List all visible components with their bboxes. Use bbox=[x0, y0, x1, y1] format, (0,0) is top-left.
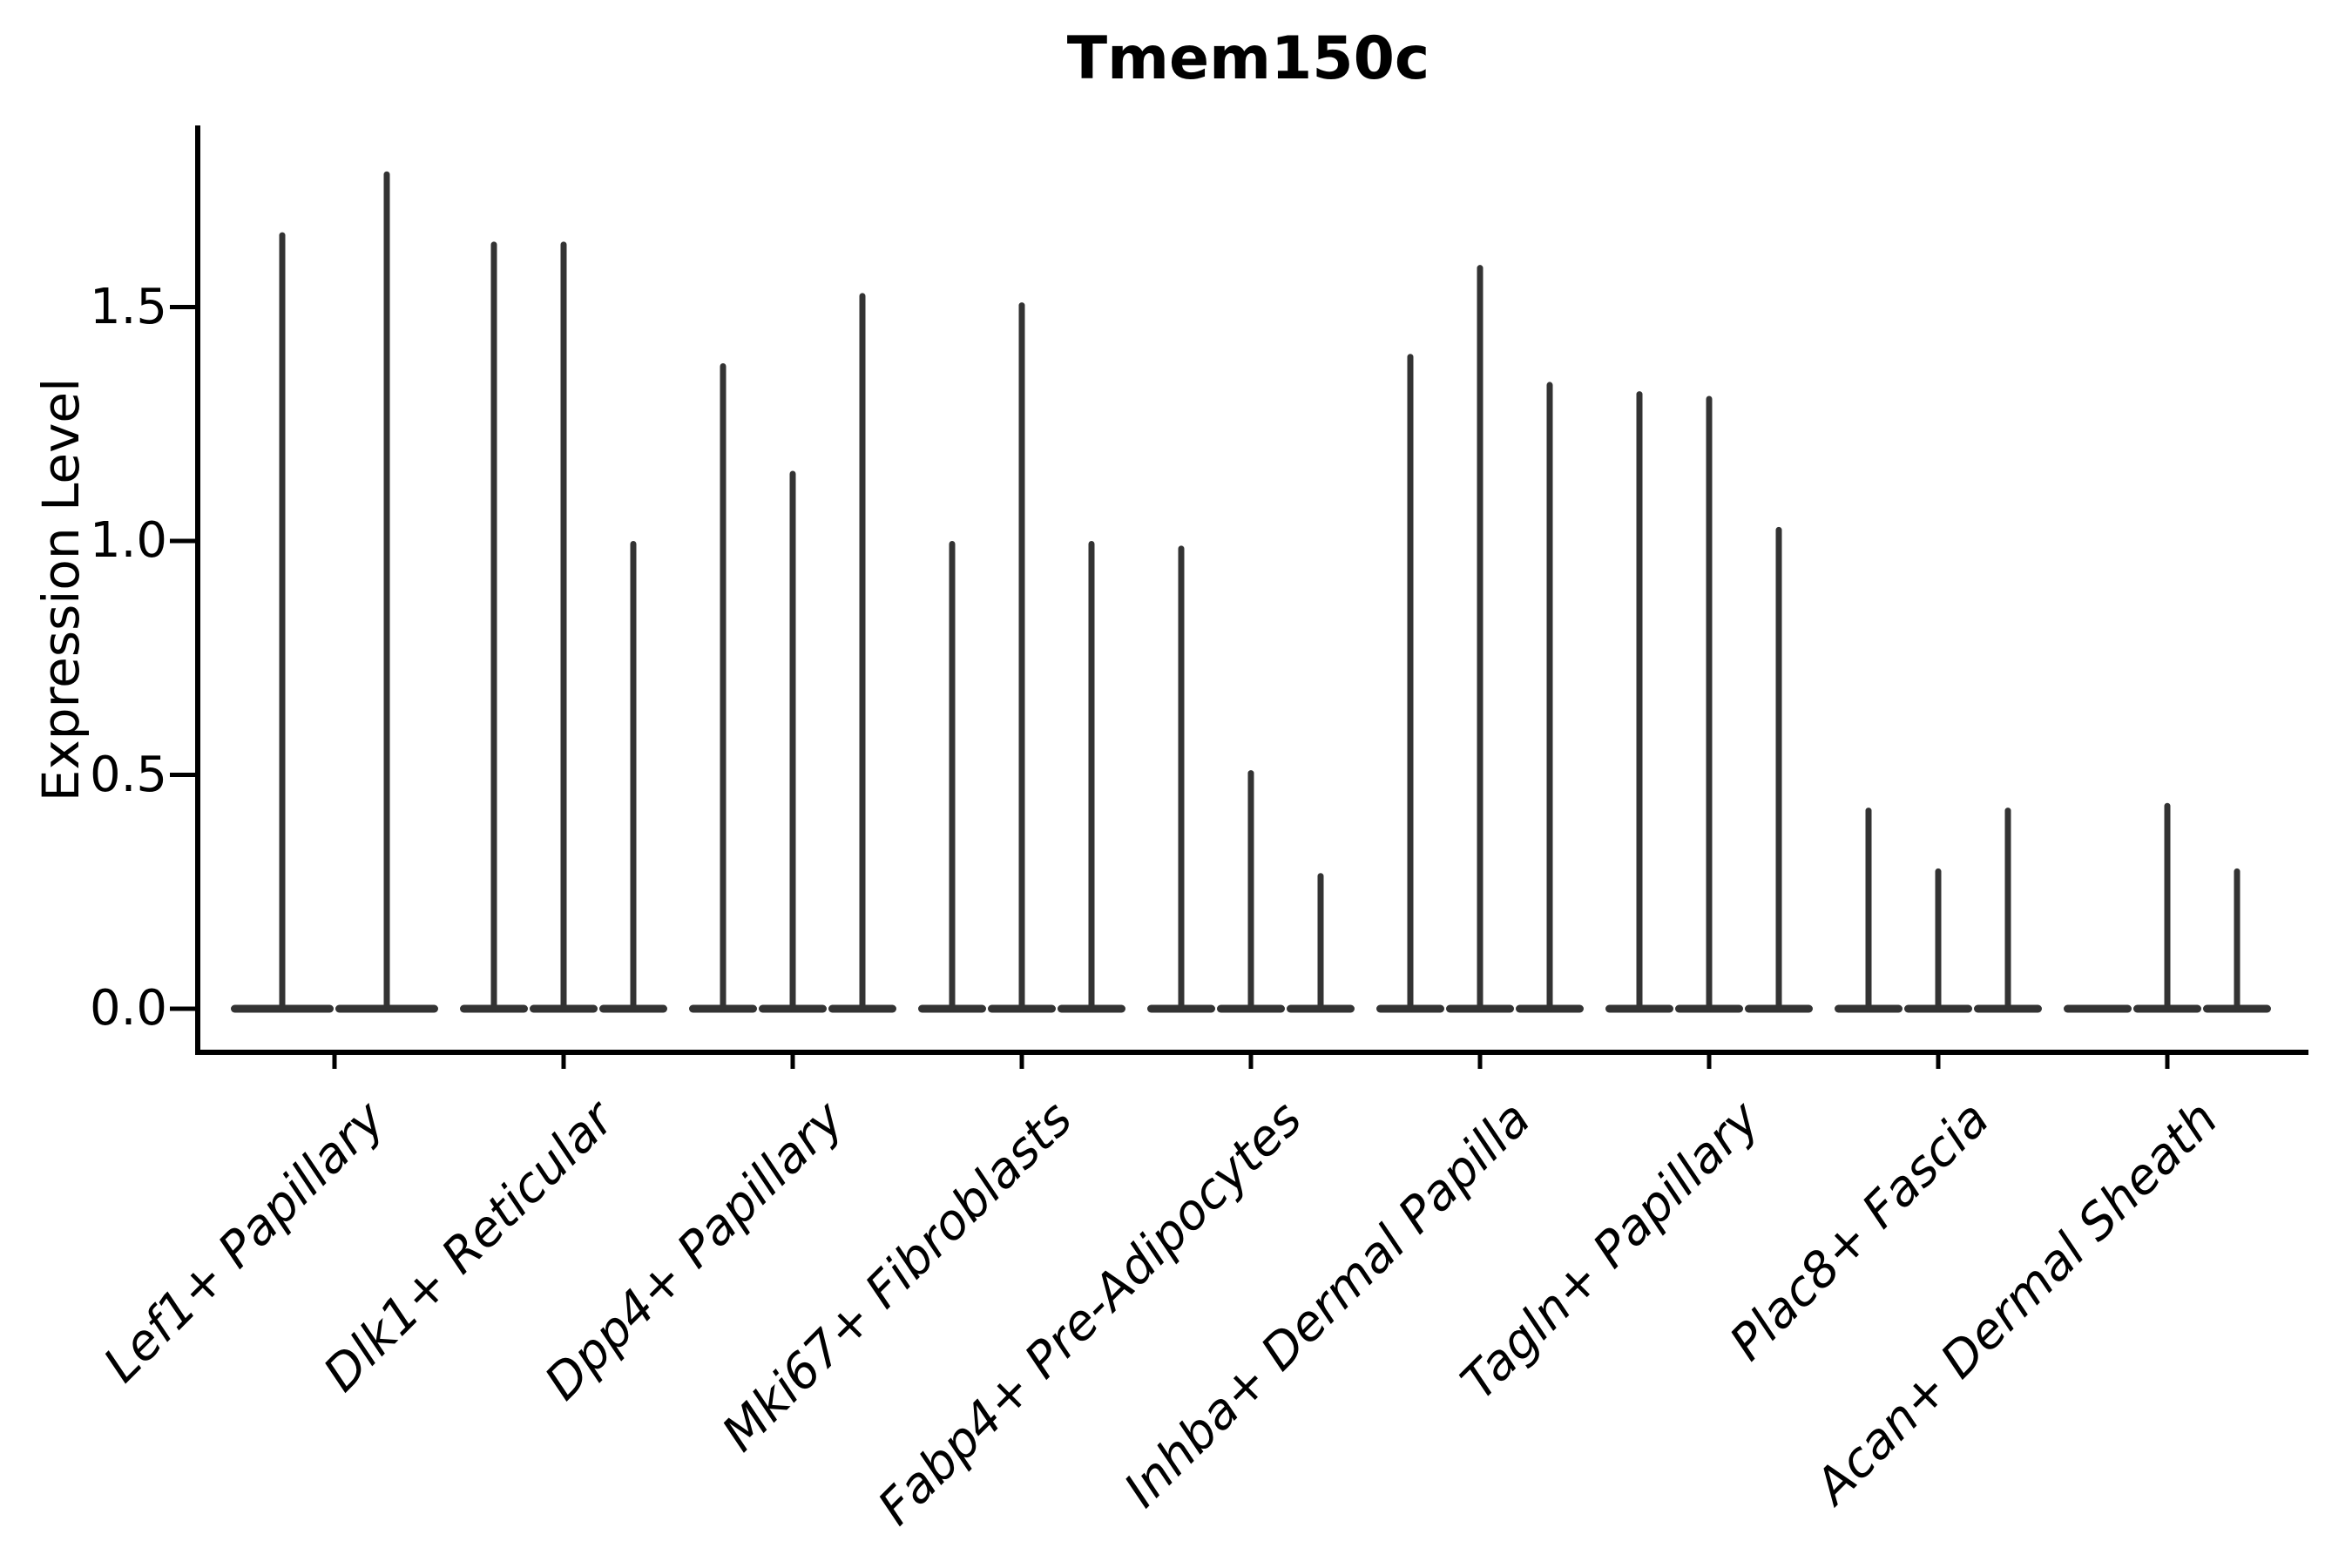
violin-group bbox=[231, 171, 438, 1013]
violin-group bbox=[1147, 545, 1355, 1013]
violin-group bbox=[689, 293, 896, 1013]
violin-spike bbox=[1706, 395, 1713, 1012]
violin-spike bbox=[720, 362, 727, 1012]
y-tick-mark bbox=[170, 1006, 195, 1011]
violin-spike bbox=[1247, 770, 1254, 1012]
violin-spike bbox=[1865, 808, 1872, 1012]
x-tick-mark bbox=[1019, 1055, 1024, 1069]
violin-spike bbox=[1018, 302, 1025, 1012]
x-tick-mark bbox=[2165, 1055, 2170, 1069]
x-tick-mark bbox=[1936, 1055, 1941, 1069]
violin-spike bbox=[383, 171, 390, 1012]
violin-spike bbox=[1317, 873, 1324, 1012]
violin-group bbox=[918, 302, 1125, 1013]
y-tick-mark bbox=[170, 773, 195, 777]
violin-spike bbox=[2164, 802, 2171, 1012]
violin-spike bbox=[560, 241, 567, 1012]
violin-spike bbox=[1178, 545, 1185, 1012]
violin-group bbox=[1835, 808, 2042, 1013]
x-tick-mark bbox=[1477, 1055, 1483, 1069]
violin-spike bbox=[490, 241, 497, 1012]
x-tick-mark bbox=[790, 1055, 795, 1069]
violin-spike bbox=[1546, 382, 1553, 1012]
violin-spike bbox=[1477, 265, 1484, 1012]
violin-spike bbox=[630, 541, 637, 1012]
y-tick-label: 1.5 bbox=[89, 278, 167, 335]
x-tick-mark bbox=[561, 1055, 566, 1069]
violin-spike bbox=[2004, 808, 2011, 1012]
violin-spike bbox=[1775, 526, 1782, 1012]
violin-spike bbox=[279, 232, 286, 1013]
y-tick-label: 0.5 bbox=[89, 746, 167, 803]
violin-spike bbox=[1636, 391, 1643, 1012]
x-tick-mark bbox=[1248, 1055, 1254, 1069]
y-tick-mark bbox=[170, 305, 195, 309]
y-tick-label: 1.0 bbox=[89, 512, 167, 569]
violin-spike bbox=[1088, 541, 1095, 1012]
violin-spike bbox=[1935, 868, 1942, 1012]
violin-spike bbox=[1407, 354, 1414, 1012]
y-axis-spine bbox=[195, 125, 200, 1055]
chart-title: Tmem150c bbox=[1066, 24, 1430, 93]
x-axis-spine bbox=[195, 1050, 2308, 1055]
violin-base bbox=[2064, 1004, 2132, 1013]
violin-spike bbox=[789, 470, 796, 1012]
x-tick-mark bbox=[332, 1055, 337, 1069]
violin-spike bbox=[859, 293, 866, 1012]
violin-spike bbox=[2234, 868, 2240, 1012]
violin-group bbox=[1605, 391, 1813, 1013]
violin-group bbox=[1376, 265, 1584, 1013]
y-tick-mark bbox=[170, 538, 195, 544]
violin-group bbox=[2064, 802, 2271, 1013]
violin-group bbox=[460, 241, 667, 1013]
y-tick-label: 0.0 bbox=[89, 980, 167, 1037]
violin-spike bbox=[949, 541, 956, 1012]
x-tick-mark bbox=[1707, 1055, 1712, 1069]
